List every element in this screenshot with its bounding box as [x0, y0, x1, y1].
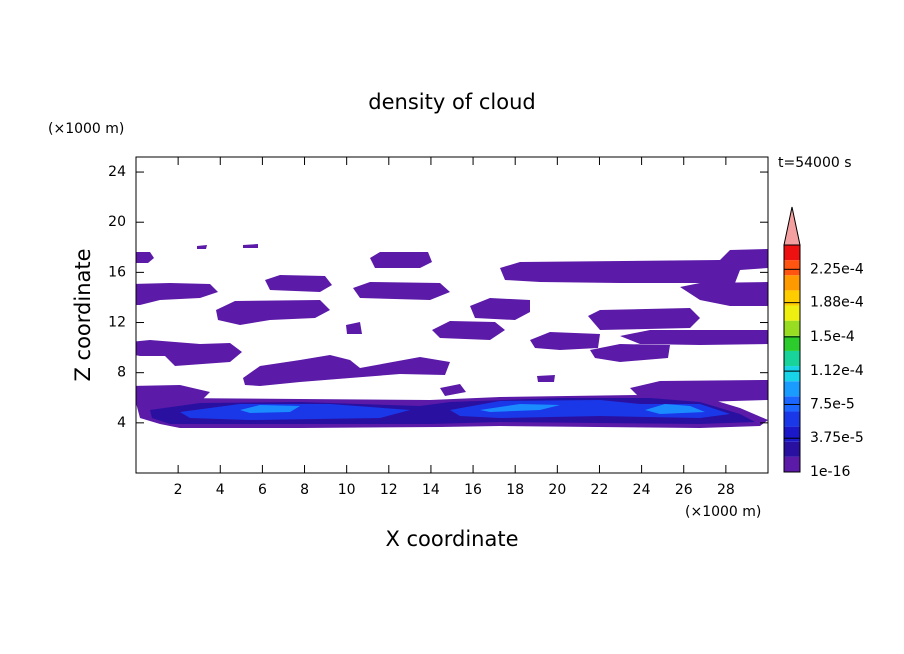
colorbar-tick-label: 1.5e-4 [810, 329, 855, 345]
x-tick-label: 8 [300, 482, 309, 498]
colorbar-band [784, 335, 800, 351]
colorbar-tick-label: 2.25e-4 [810, 261, 864, 277]
colorbar-band [784, 366, 800, 382]
y-tick-label: 12 [108, 315, 126, 331]
colorbar-band [784, 260, 800, 276]
x-tick-label: 20 [548, 482, 566, 498]
colorbar-band [784, 411, 800, 427]
colorbar-band [784, 350, 800, 367]
y-tick-label: 16 [108, 264, 126, 280]
x-tick-label: 28 [717, 482, 735, 498]
colorbar-tick-label: 1e-16 [810, 464, 850, 480]
plot-frame [135, 156, 769, 474]
colorbar-band [784, 381, 800, 397]
x-tick-label: 14 [422, 482, 440, 498]
colorbar-band [784, 245, 800, 261]
x-axis-label: X coordinate [385, 527, 518, 551]
y-tick-label: 4 [117, 415, 126, 431]
x-tick-label: 16 [464, 482, 482, 498]
x-tick-label: 22 [591, 482, 609, 498]
colorbar-tick-label: 1.12e-4 [810, 363, 864, 379]
y-tick-label: 24 [108, 164, 126, 180]
y-axis-label: Z coordinate [71, 248, 95, 381]
x-unit: (×1000 m) [685, 504, 761, 520]
y-unit: (×1000 m) [48, 121, 124, 137]
colorbar-extend [783, 206, 801, 246]
x-tick-label: 18 [506, 482, 524, 498]
x-tick-label: 2 [174, 482, 183, 498]
cloud-field [136, 244, 768, 428]
time-annotation: t=54000 s [778, 155, 852, 171]
x-tick-label: 10 [338, 482, 356, 498]
colorbar-band [784, 456, 800, 472]
x-tick-label: 26 [675, 482, 693, 498]
colorbar-band [784, 305, 800, 321]
colorbar-tick-label: 7.5e-5 [810, 396, 855, 412]
x-tick-label: 12 [380, 482, 398, 498]
colorbar-band [784, 441, 800, 457]
colorbar-band [784, 275, 800, 291]
x-tick-label: 24 [633, 482, 651, 498]
colorbar-band [784, 396, 800, 412]
colorbar-band [784, 290, 800, 306]
colorbar-tick-label: 3.75e-5 [810, 430, 864, 446]
colorbar-band [784, 426, 800, 442]
chart-title: density of cloud [368, 90, 535, 114]
x-tick-label: 4 [216, 482, 225, 498]
y-tick-label: 8 [117, 365, 126, 381]
y-tick-label: 20 [108, 214, 126, 230]
colorbar-tick-label: 1.88e-4 [810, 295, 864, 311]
x-tick-label: 6 [258, 482, 267, 498]
colorbar-band [784, 320, 800, 336]
